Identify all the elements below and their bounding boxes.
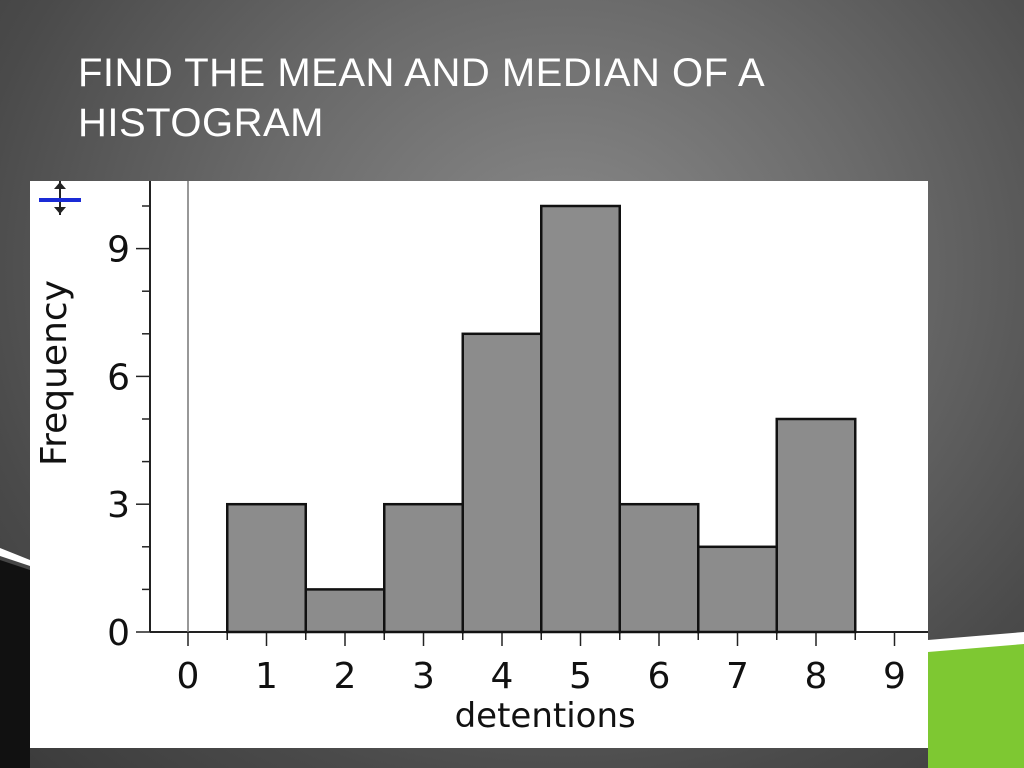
histogram-bar (226, 502, 307, 634)
histogram-chart: 0 3 6 9 0 1 2 3 4 5 6 7 8 9 detentions Frequency (34, 181, 928, 736)
y-tick-label: 0 (107, 613, 130, 654)
resize-vertical-icon[interactable] (39, 181, 81, 215)
y-tick-label: 3 (107, 485, 130, 526)
histogram-bar (461, 332, 543, 634)
histogram-bar (383, 502, 464, 634)
chart-labels: 0 3 6 9 0 1 2 3 4 5 6 7 8 9 detentions Frequency (34, 230, 906, 736)
x-axis-label: detentions (455, 696, 636, 736)
x-tick-label: 7 (726, 656, 749, 697)
x-tick-label: 0 (177, 656, 200, 697)
x-tick-label: 8 (805, 656, 828, 697)
histogram-bar (697, 545, 778, 634)
decorative-shape-left (0, 548, 30, 768)
x-tick-label: 6 (648, 656, 671, 697)
chart-bars (226, 204, 857, 634)
x-tick-label: 2 (334, 656, 357, 697)
y-axis-label: Frequency (34, 280, 75, 466)
x-tick-label: 4 (491, 656, 514, 697)
decorative-shape-right (928, 632, 1024, 768)
x-tick-label: 3 (412, 656, 435, 697)
histogram-bar (775, 417, 857, 634)
histogram-bar (304, 588, 386, 634)
y-tick-label: 9 (107, 230, 130, 271)
x-tick-label: 9 (883, 656, 906, 697)
y-tick-label: 6 (107, 357, 130, 398)
x-tick-label: 1 (255, 656, 278, 697)
slide-title: FIND THE MEAN AND MEDIAN OF A HISTOGRAM (78, 51, 763, 145)
histogram-bar (618, 502, 700, 634)
x-tick-label: 5 (569, 656, 592, 697)
histogram-bar (540, 204, 621, 634)
chart-panel: 0 3 6 9 0 1 2 3 4 5 6 7 8 9 detentions Frequency (30, 181, 928, 748)
